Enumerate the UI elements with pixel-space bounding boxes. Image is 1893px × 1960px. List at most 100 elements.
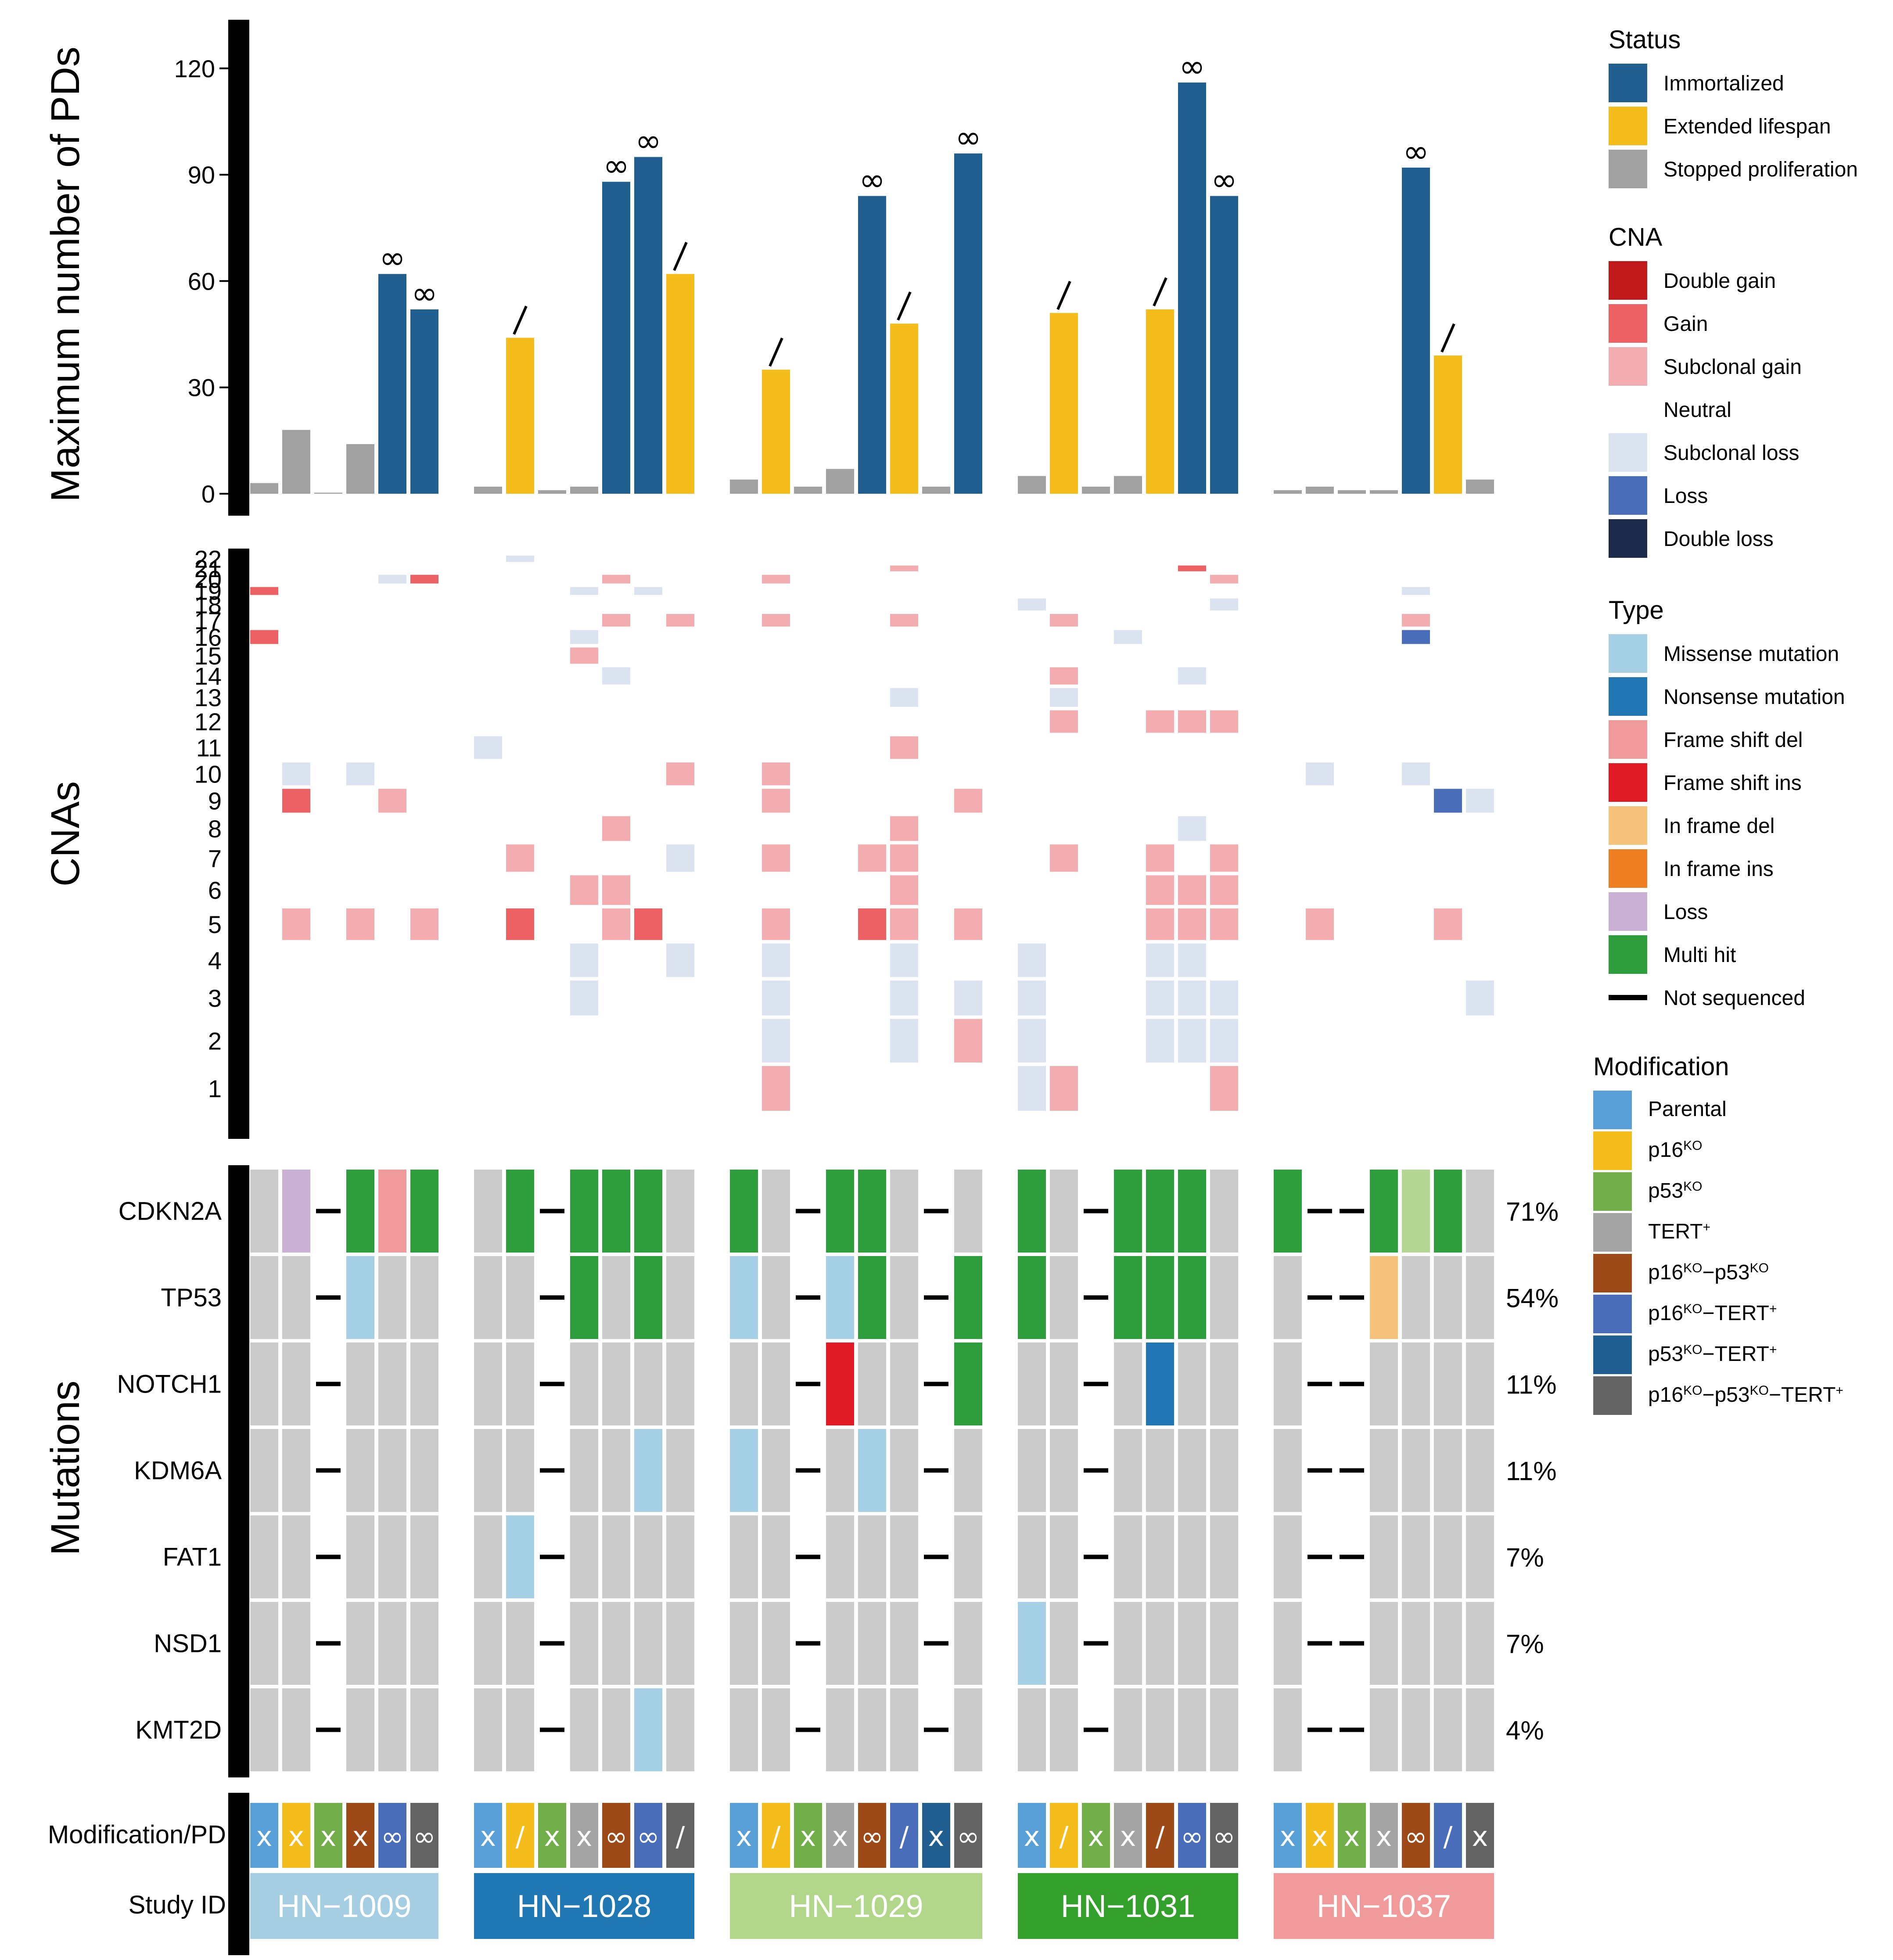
cna-segment	[602, 908, 630, 940]
cna-segment	[890, 908, 918, 940]
pd-bar	[954, 153, 982, 494]
mutation-cell	[602, 1515, 630, 1598]
mutation-cell	[250, 1602, 278, 1685]
cna-segment	[858, 844, 886, 872]
pd-bar	[570, 486, 598, 494]
mutation-cell	[250, 1429, 278, 1512]
chromosome-label: 12	[194, 708, 222, 736]
gene-label: FAT1	[163, 1543, 222, 1572]
modification-cell	[538, 1803, 566, 1868]
mutation-cell	[634, 1515, 662, 1598]
mutation-cell	[410, 1343, 438, 1425]
pd-status-symbol: x	[480, 1820, 496, 1852]
pd-status-symbol: x	[320, 1820, 337, 1852]
pd-status-symbol: /	[516, 1820, 525, 1852]
pd-bar	[410, 309, 438, 494]
mutation-cell	[1210, 1343, 1238, 1425]
modification-cell	[1274, 1803, 1302, 1868]
mutation-cell	[1210, 1602, 1238, 1685]
cna-segment	[890, 614, 918, 627]
cna-segment	[506, 844, 534, 872]
mutation-cell	[858, 1688, 886, 1771]
mutation-cell	[602, 1688, 630, 1771]
modification-legend-label: p53KO	[1648, 1179, 1702, 1203]
study-id-box	[1274, 1873, 1494, 1939]
mutation-cell	[1050, 1170, 1078, 1253]
cna-segment	[570, 630, 598, 644]
mutation-cell	[666, 1429, 694, 1512]
modification-cell	[858, 1803, 886, 1868]
mutation-cell	[1050, 1429, 1078, 1512]
modification-cell	[506, 1803, 534, 1868]
mutation-cell	[762, 1515, 790, 1598]
mutation-cell	[826, 1515, 854, 1598]
gene-percent: 7%	[1506, 1630, 1544, 1659]
mutation-cell	[826, 1688, 854, 1771]
modification-legend-swatch	[1593, 1376, 1632, 1415]
pd-status-symbol: x	[736, 1820, 752, 1852]
cna-axis-bar	[228, 549, 249, 1139]
mutation-cell	[570, 1256, 598, 1339]
pd-bar	[762, 370, 790, 494]
mutation-cell	[346, 1343, 374, 1425]
cna-segment	[602, 667, 630, 685]
cna-segment	[954, 908, 982, 940]
modification-cell	[1306, 1803, 1334, 1868]
chromosome-label: 8	[208, 815, 222, 843]
modification-legend-swatch	[1593, 1335, 1632, 1374]
bottom-axis-bar	[228, 1793, 249, 1955]
cna-segment	[410, 574, 438, 584]
study-id-label: HN−1028	[517, 1889, 651, 1924]
cna-segment	[1210, 1019, 1238, 1063]
mutation-cell	[410, 1429, 438, 1512]
pd-bar	[346, 444, 374, 494]
pd-status-symbol: x	[832, 1820, 848, 1852]
modification-legend-label: p16KO−p53KO−TERT+	[1648, 1383, 1843, 1407]
modification-cell	[282, 1803, 310, 1868]
mutation-cell	[826, 1602, 854, 1685]
pd-status-symbol: x	[288, 1820, 305, 1852]
mutation-cell	[634, 1343, 662, 1425]
mutation-cell	[1402, 1602, 1430, 1685]
mutation-cell	[1018, 1602, 1046, 1685]
cna-legend-label: Loss	[1663, 485, 1708, 508]
mutation-cell	[1178, 1688, 1206, 1771]
pd-extended-marker	[1056, 280, 1071, 310]
mutation-cell	[250, 1256, 278, 1339]
type-legend-label: Not sequenced	[1663, 987, 1805, 1010]
modification-cell	[954, 1803, 982, 1868]
mutation-cell	[282, 1256, 310, 1339]
mutation-cell	[1466, 1256, 1494, 1339]
mutation-cell	[1434, 1170, 1462, 1253]
mutation-cell	[1018, 1429, 1046, 1512]
mutation-cell	[1050, 1256, 1078, 1339]
pd-bar	[1082, 486, 1110, 494]
gene-label: CDKN2A	[119, 1197, 222, 1226]
modification-cell	[890, 1803, 918, 1868]
pd-immortal-marker: ∞	[859, 162, 885, 198]
modification-cell	[250, 1803, 278, 1868]
mutation-cell	[474, 1515, 502, 1598]
study-id-box	[730, 1873, 982, 1939]
cna-segment	[1402, 762, 1430, 786]
cna-segment	[666, 762, 694, 786]
pd-tick-label: 60	[188, 267, 215, 295]
mutation-cell	[858, 1515, 886, 1598]
modification-cell	[666, 1803, 694, 1868]
pd-tick-label: 90	[188, 161, 215, 189]
cna-segment	[890, 565, 918, 571]
cna-segment	[1210, 908, 1238, 940]
cna-legend-title: CNA	[1609, 223, 1663, 251]
chromosome-label: 11	[196, 734, 222, 761]
mutation-cell	[410, 1515, 438, 1598]
cna-segment	[282, 908, 310, 940]
modification-legend-label: Parental	[1648, 1098, 1727, 1121]
mutation-cell	[282, 1343, 310, 1425]
pd-status-symbol: ∞	[1181, 1820, 1203, 1852]
cna-legend-swatch	[1609, 390, 1647, 429]
cna-segment	[1434, 908, 1462, 940]
pd-ylabel: Maximum number of PDs	[43, 47, 88, 502]
mutation-cell	[346, 1688, 374, 1771]
pd-status-symbol: ∞	[1213, 1820, 1236, 1852]
